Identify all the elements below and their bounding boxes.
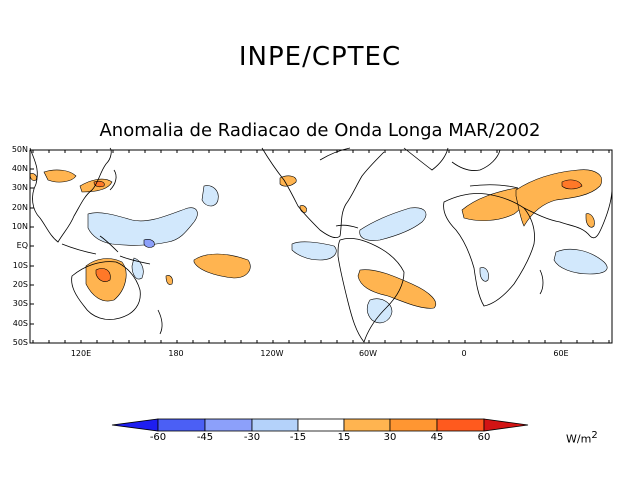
- colorbar-label-minus30: -30: [243, 432, 261, 443]
- lon-label-0: 0: [461, 349, 467, 358]
- negative-anomaly-indian-ocean: [553, 249, 608, 275]
- lat-label-30s: 30S: [12, 299, 28, 308]
- lon-label-120w: 120W: [260, 349, 284, 358]
- lat-label-40s: 40S: [12, 319, 28, 328]
- coastline-australia: [71, 261, 141, 320]
- coastline-north-america: [261, 147, 385, 238]
- lat-label-40n: 40N: [11, 164, 28, 173]
- negative-anomaly-tropical-atlantic: [359, 207, 427, 241]
- lat-label-10s: 10S: [12, 261, 28, 270]
- units-text: W/m: [566, 432, 592, 446]
- lon-ticks: [32, 340, 610, 343]
- positive-anomaly-east-asia-1: [43, 169, 77, 183]
- lon-label-60w: 60W: [358, 349, 378, 358]
- colorbar-label-minus15: -15: [289, 432, 307, 443]
- coastline-africa: [443, 193, 535, 307]
- colorbar-seg-1: [157, 418, 206, 432]
- positive-anomaly-south-pacific: [193, 253, 251, 279]
- positive-anomaly-coral-sea: [165, 275, 173, 285]
- coastline-caribbean: [335, 224, 359, 229]
- positive-anomalies: [29, 169, 602, 309]
- negative-anomalies: [87, 185, 608, 324]
- lat-label-20s: 20S: [12, 280, 28, 289]
- colorbar-units: W/m2: [566, 430, 598, 446]
- positive-anomaly-india: [585, 213, 595, 228]
- colorbar-seg-5: [343, 418, 391, 432]
- lat-label-20n: 20N: [11, 203, 28, 212]
- positive-anomaly-middle-east-core: [561, 179, 583, 190]
- negative-anomaly-north-pacific: [201, 185, 219, 207]
- coastline-madagascar: [539, 269, 544, 295]
- coastline-south-america: [337, 238, 405, 343]
- lon-label-120e: 120E: [70, 349, 92, 358]
- colorbar-label-60: 60: [477, 432, 491, 443]
- colorbar: [111, 418, 529, 432]
- positive-anomaly-north-america: [279, 175, 297, 187]
- negative-anomaly-west-pacific-core: [143, 239, 155, 248]
- lat-ticks: [30, 149, 34, 344]
- map-frame: [29, 149, 613, 344]
- lat-label-10n: 10N: [11, 222, 28, 231]
- negative-anomaly-central-america: [291, 241, 337, 261]
- colorbar-label-30: 30: [383, 432, 397, 443]
- lon-label-60e: 60E: [553, 349, 569, 358]
- lat-label-eq: EQ: [16, 241, 28, 250]
- colorbar-label-15: 15: [337, 432, 351, 443]
- colorbar-seg-6: [389, 418, 438, 432]
- positive-anomaly-sahara: [461, 187, 525, 221]
- coastline-mediterranean: [469, 184, 519, 189]
- lon-ticks-top: [32, 150, 610, 153]
- colorbar-label-45: 45: [430, 432, 444, 443]
- colorbar-label-minus60: -60: [149, 432, 167, 443]
- positive-anomaly-west-coast: [29, 173, 37, 181]
- coastline-japan: [109, 169, 117, 191]
- positive-anomaly-mexico: [299, 205, 307, 213]
- colorbar-seg-4: [297, 418, 345, 432]
- colorbar-seg-7: [436, 418, 485, 432]
- colorbar-seg-0: [111, 418, 159, 432]
- coastline-new-zealand: [157, 309, 163, 335]
- colorbar-seg-2: [204, 418, 253, 432]
- coastline-europe: [451, 149, 501, 171]
- coastline-indonesia: [61, 235, 151, 265]
- map-title: Anomalia de Radiacao de Onda Longa MAR/2…: [99, 120, 541, 141]
- colorbar-seg-8: [483, 418, 529, 432]
- units-exponent: 2: [591, 430, 598, 441]
- positive-anomaly-south-atlantic: [357, 269, 436, 309]
- lat-label-50s: 50S: [12, 338, 28, 347]
- positive-anomaly-australia-core: [95, 268, 111, 282]
- negative-anomaly-south-america: [366, 298, 393, 324]
- colorbar-label-minus45: -45: [196, 432, 214, 443]
- negative-anomaly-west-pacific: [87, 207, 198, 246]
- lat-label-30n: 30N: [11, 183, 28, 192]
- organization-title: INPE/CPTEC: [238, 42, 402, 72]
- coastline-arabia-india: [523, 187, 613, 239]
- colorbar-seg-3: [251, 418, 299, 432]
- coastline-asia: [29, 147, 112, 243]
- lon-label-180: 180: [168, 349, 184, 358]
- lat-label-50n: 50N: [11, 145, 28, 154]
- coastlines: [29, 147, 613, 343]
- negative-anomaly-africa: [479, 267, 489, 282]
- coastline-greenland: [403, 147, 449, 171]
